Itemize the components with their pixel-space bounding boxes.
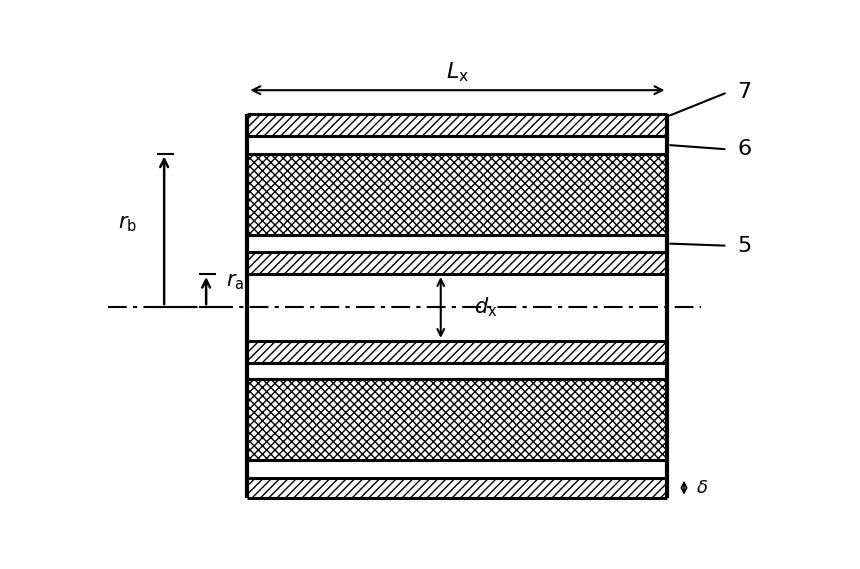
Text: 5: 5 bbox=[737, 236, 752, 255]
Text: $d_{\mathrm{x}}$: $d_{\mathrm{x}}$ bbox=[474, 296, 497, 319]
Text: 7: 7 bbox=[737, 83, 752, 102]
Text: $\delta$: $\delta$ bbox=[696, 479, 708, 497]
Text: $r_{\mathrm{b}}$: $r_{\mathrm{b}}$ bbox=[118, 214, 137, 234]
Bar bbox=[248, 154, 667, 235]
Bar bbox=[248, 380, 667, 460]
Bar bbox=[248, 478, 667, 498]
Text: $r_{\mathrm{a}}$: $r_{\mathrm{a}}$ bbox=[226, 272, 244, 292]
Text: $L_{\mathrm{x}}$: $L_{\mathrm{x}}$ bbox=[445, 60, 469, 84]
Text: 6: 6 bbox=[737, 139, 752, 159]
Bar bbox=[248, 341, 667, 362]
Bar bbox=[248, 252, 667, 274]
Bar bbox=[248, 114, 667, 136]
